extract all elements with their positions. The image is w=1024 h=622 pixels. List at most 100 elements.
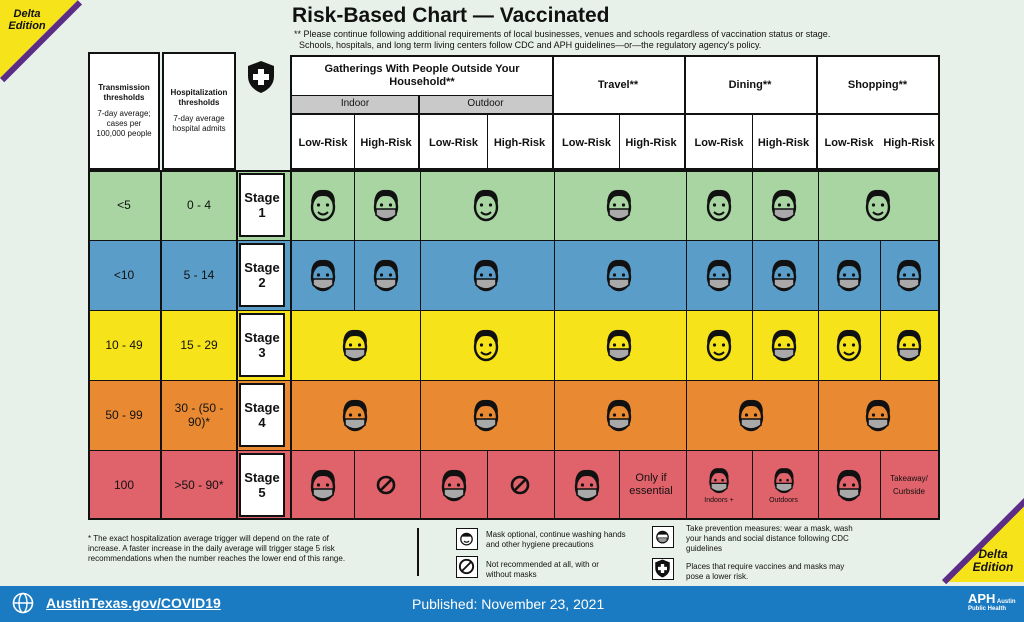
covid-link[interactable]: AustinTexas.gov/COVID19 [46,595,221,611]
aph-logo: APH Austin Public Health [968,591,1016,613]
column-divider [290,170,292,520]
high-risk-label: High-Risk [883,136,935,149]
cell-divider [818,240,819,310]
masked-face-icon [292,240,354,310]
stage-badge: Stage 5 [239,453,285,517]
masked-face-icon [818,450,880,520]
stage-badge: Stage 4 [239,383,285,447]
masked-face-icon [818,380,938,450]
hospitalization-value: 15 - 29 [180,338,218,352]
cell-divider [420,310,421,380]
row-divider [88,310,940,311]
masked-face-icon [818,240,880,310]
masked-face-icon [880,240,938,310]
legend-vaccine-places: Places that require vaccines and masks m… [686,562,845,581]
transmission-subtitle: 7-day average; cases per 100,000 people [96,109,152,138]
stage-badge: Stage 2 [239,243,285,307]
legend-prevention: Take prevention measures: wear a mask, w… [686,524,853,553]
low-risk-label: Low-Risk [429,136,478,149]
cell-divider [619,450,620,520]
mask-optional-face-icon [818,170,938,240]
transmission-value: 10 - 49 [105,338,143,352]
mask-optional-face-icon [420,310,552,380]
hospitalization-subtitle: 7-day average hospital admits [172,114,226,133]
hospitalization-value: 5 - 14 [183,268,215,282]
mask-optional-face-icon [686,310,752,380]
footer-bar [0,586,1024,622]
stage-number: 3 [258,345,266,360]
subcolumn-divider [619,115,620,170]
stage-row [88,240,940,310]
cell-divider [420,380,421,450]
column-divider [418,95,420,170]
transmission-value: <5 [117,198,131,212]
mask-optional-face-icon [292,170,354,240]
dining-header: Dining** [728,78,772,91]
masked-face-icon [292,380,418,450]
column-divider [552,55,554,170]
cell-divider [554,170,555,240]
legend-shield-icon [652,558,674,580]
cell-divider [752,170,753,240]
stage-badge: Stage 3 [239,313,285,377]
cell-divider [354,450,355,520]
legend-mask-icon [652,526,674,548]
high-risk-label: High-Risk [757,136,810,149]
indoor-header: Indoor [292,95,418,113]
cell-note-text: Takeaway/ Curbside [890,474,928,496]
footnote: * The exact hospitalization average trig… [88,534,346,563]
low-risk-label: Low-Risk [694,136,744,149]
masked-face-icon [554,450,619,520]
transmission-value: <10 [113,268,135,282]
stage-label: Stage [244,400,280,415]
stage-number: 5 [258,485,266,500]
hospitalization-value: 30 - (50 - 90)* [174,401,224,429]
edition-badge-top: Delta Edition [8,8,46,32]
cell-footnote: Outdoors [769,497,798,505]
masked-face-icon [292,310,418,380]
masked-face-icon [354,170,418,240]
header-divider [292,95,552,96]
stage-row [88,310,940,380]
edition-badge-bottom: Delta Edition [972,547,1014,574]
mask-optional-face-icon [420,170,552,240]
stage-row [88,380,940,450]
masked-face-icon [554,380,683,450]
cell-divider [752,310,753,380]
hospitalization-title: Hospitalization thresholds [170,88,228,107]
cell-divider [880,240,881,310]
mask-optional-face-icon [686,170,752,240]
high-risk-label: High-Risk [360,136,412,149]
masked-face-icon: Indoors + [686,450,752,520]
cell-divider [420,170,421,240]
stage-label: Stage [244,190,280,205]
cell-divider [354,170,355,240]
stage-label: Stage [244,330,280,345]
subcolumn-divider [752,115,753,170]
cell-note: Only if essential [619,450,683,520]
masked-face-icon [292,450,354,520]
masked-face-icon [354,240,418,310]
stage-number: 4 [258,415,266,430]
masked-face-icon [554,170,683,240]
cell-divider [880,310,881,380]
column-divider [160,170,162,520]
legend-no-icon [456,556,478,578]
table-border [88,170,940,520]
masked-face-icon [554,310,683,380]
row-divider [88,240,940,241]
stage-badge: Stage 1 [239,173,285,237]
transmission-header: Transmission thresholds 7-day average; c… [88,52,160,170]
column-divider [816,55,818,170]
cell-divider [554,450,555,520]
masked-face-icon [554,240,683,310]
row-divider [88,380,940,381]
high-risk-label: High-Risk [625,136,677,149]
published-date: Published: November 23, 2021 [412,596,605,612]
not-recommended-icon [354,450,418,520]
hospitalization-value: >50 - 90* [174,478,224,492]
cell-divider [818,170,819,240]
cell-divider [554,240,555,310]
stage-row [88,170,940,240]
subcolumn-divider [487,115,488,170]
